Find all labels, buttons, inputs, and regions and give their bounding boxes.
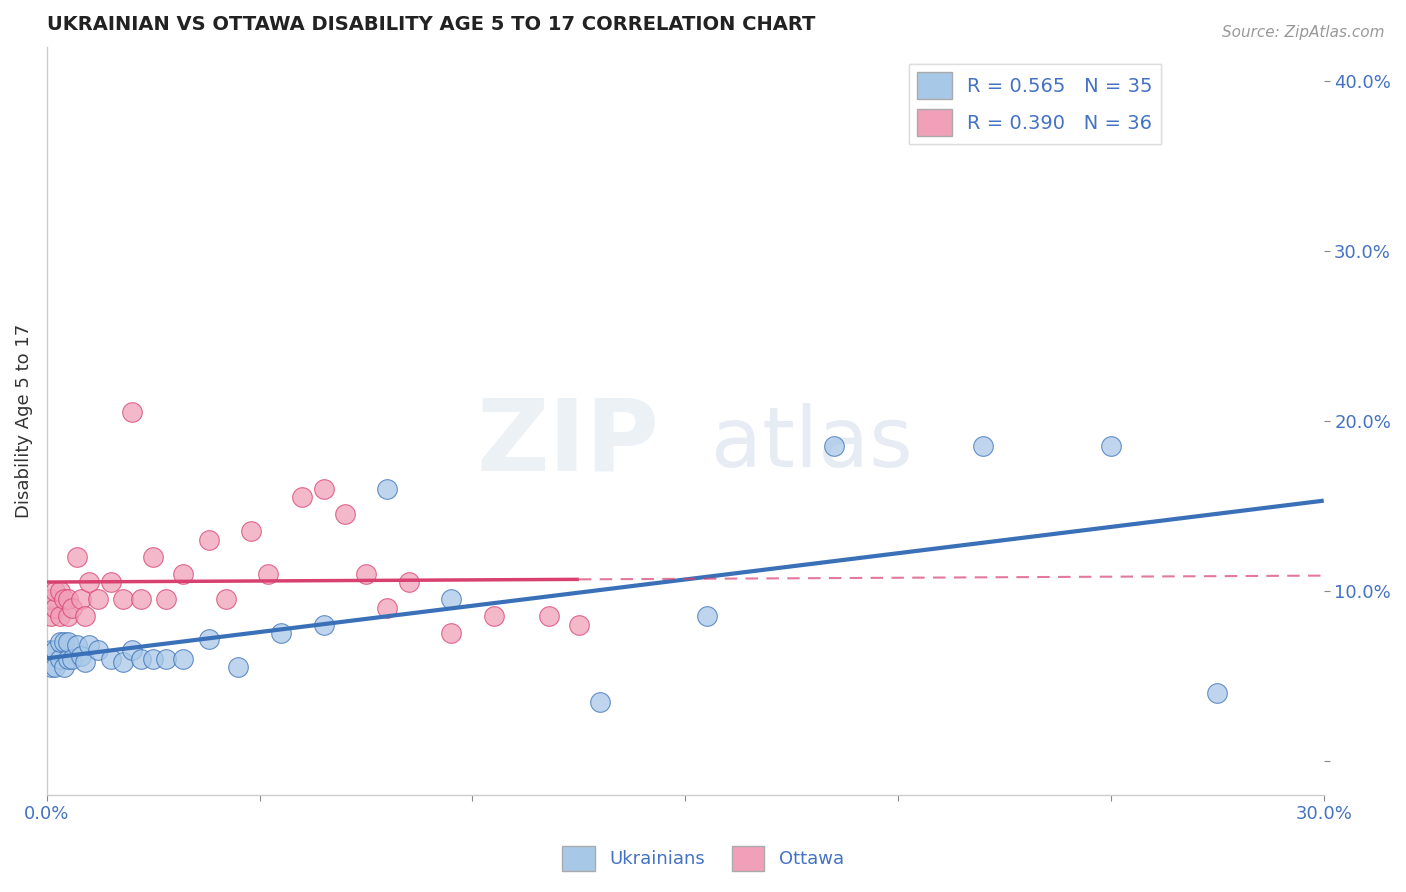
Point — [56, 609, 79, 624]
Point — [291, 491, 314, 505]
Point — [48, 652, 70, 666]
Legend: Ukrainians, Ottawa: Ukrainians, Ottawa — [555, 838, 851, 879]
Point — [354, 566, 377, 581]
Point — [155, 592, 177, 607]
Text: UKRAINIAN VS OTTAWA DISABILITY AGE 5 TO 17 CORRELATION CHART: UKRAINIAN VS OTTAWA DISABILITY AGE 5 TO … — [46, 15, 815, 34]
Point — [56, 635, 79, 649]
Point — [62, 652, 84, 666]
Point — [75, 656, 97, 670]
Point — [240, 524, 263, 539]
Point — [142, 652, 165, 666]
Point — [87, 643, 110, 657]
Legend: R = 0.565   N = 35, R = 0.390   N = 36: R = 0.565 N = 35, R = 0.390 N = 36 — [910, 64, 1161, 145]
Point — [44, 601, 66, 615]
Point — [79, 639, 101, 653]
Point — [377, 482, 399, 496]
Point — [44, 643, 66, 657]
Point — [39, 660, 62, 674]
Point — [568, 618, 591, 632]
Point — [312, 482, 335, 496]
Point — [39, 592, 62, 607]
Point — [56, 592, 79, 607]
Point — [1099, 439, 1122, 453]
Point — [197, 632, 219, 646]
Point — [155, 652, 177, 666]
Point — [129, 652, 152, 666]
Point — [62, 601, 84, 615]
Point — [52, 660, 75, 674]
Point — [112, 592, 135, 607]
Point — [333, 508, 356, 522]
Point — [696, 609, 718, 624]
Point — [482, 609, 505, 624]
Point — [121, 643, 143, 657]
Point — [66, 639, 89, 653]
Point — [172, 566, 194, 581]
Point — [44, 584, 66, 599]
Point — [440, 592, 463, 607]
Point — [70, 648, 93, 663]
Point — [52, 592, 75, 607]
Point — [1206, 686, 1229, 700]
Point — [270, 626, 292, 640]
Point — [129, 592, 152, 607]
Point — [172, 652, 194, 666]
Point — [39, 643, 62, 657]
Point — [52, 635, 75, 649]
Point — [214, 592, 236, 607]
Point — [48, 635, 70, 649]
Point — [440, 626, 463, 640]
Point — [142, 549, 165, 564]
Point — [257, 566, 280, 581]
Point — [79, 575, 101, 590]
Point — [39, 609, 62, 624]
Point — [70, 592, 93, 607]
Point — [538, 609, 561, 624]
Point — [48, 584, 70, 599]
Point — [121, 405, 143, 419]
Point — [66, 549, 89, 564]
Point — [398, 575, 420, 590]
Point — [377, 601, 399, 615]
Point — [56, 652, 79, 666]
Point — [197, 533, 219, 547]
Point — [589, 694, 612, 708]
Point — [75, 609, 97, 624]
Text: Source: ZipAtlas.com: Source: ZipAtlas.com — [1222, 25, 1385, 40]
Point — [48, 609, 70, 624]
Point — [44, 660, 66, 674]
Text: atlas: atlas — [711, 403, 912, 483]
Point — [312, 618, 335, 632]
Point — [100, 652, 122, 666]
Point — [100, 575, 122, 590]
Point — [87, 592, 110, 607]
Point — [972, 439, 994, 453]
Text: ZIP: ZIP — [477, 395, 659, 491]
Point — [823, 439, 845, 453]
Point — [112, 656, 135, 670]
Y-axis label: Disability Age 5 to 17: Disability Age 5 to 17 — [15, 324, 32, 518]
Point — [228, 660, 250, 674]
